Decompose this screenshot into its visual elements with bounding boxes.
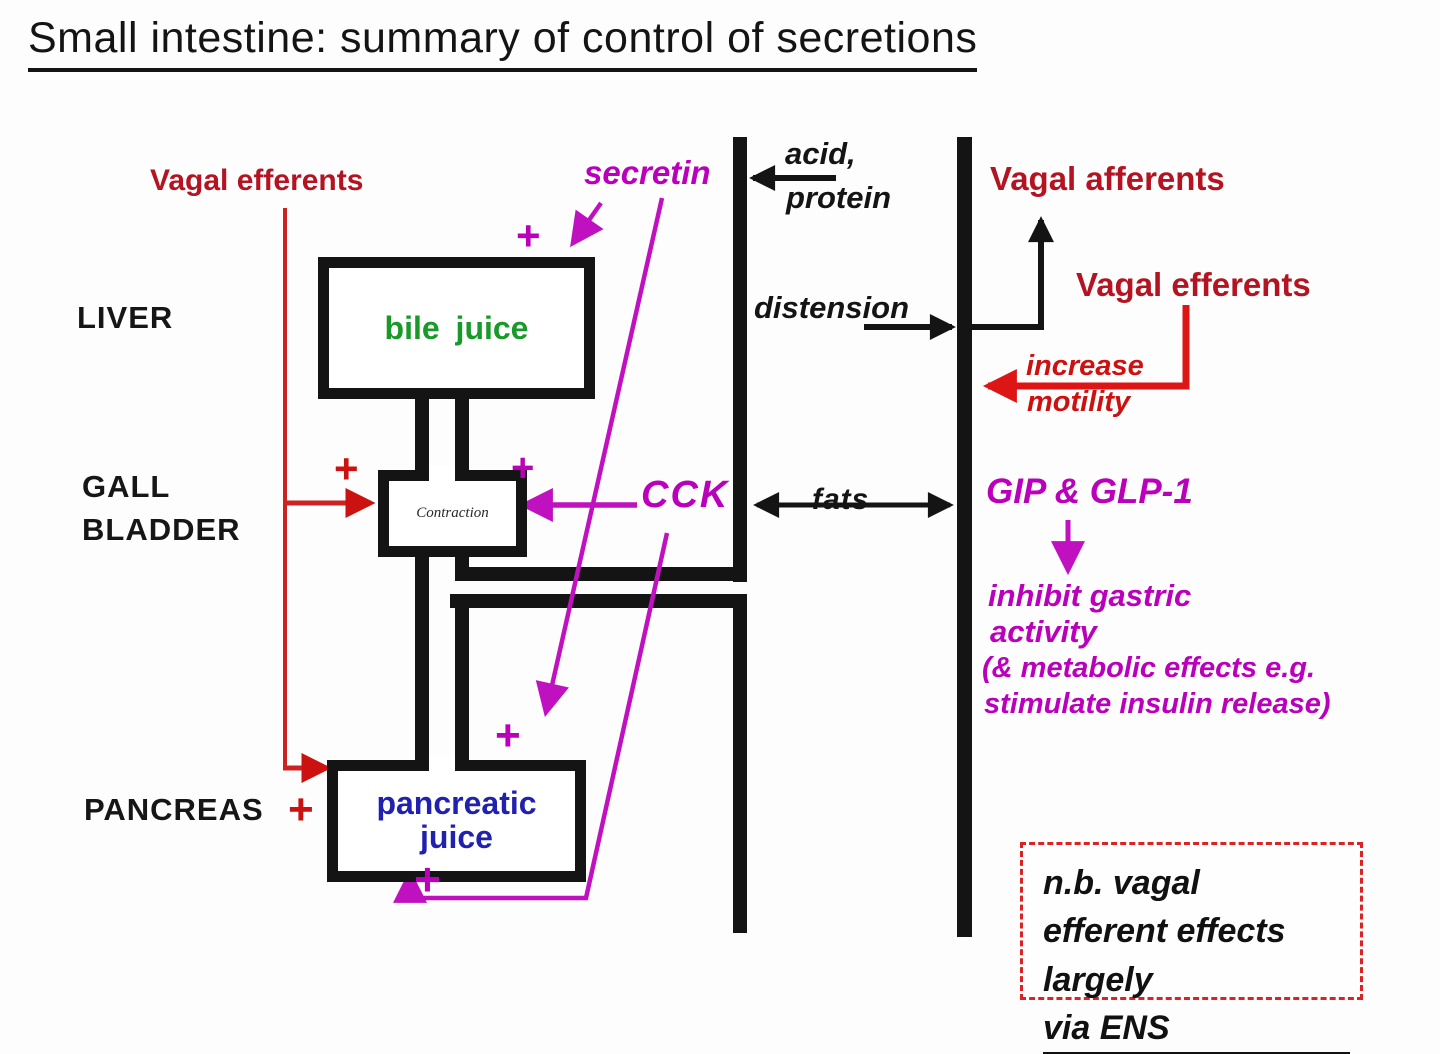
plus-secretin-bile: + <box>516 212 541 259</box>
label-gall-bladder: GALL BLADDER <box>82 469 241 547</box>
gallbladder-contraction-box: Contraction <box>378 470 527 557</box>
pancreatic-juice-box: pancreatic juice <box>327 760 586 882</box>
common-duct-right-wall-lower <box>455 602 469 764</box>
pancreatic-juice-label: pancreatic juice <box>376 785 537 855</box>
plus-cck-pancreas: + <box>414 853 441 905</box>
increase-motility-arrow <box>982 305 1190 403</box>
ens-note-box: n.b. vagal efferent effects largely via … <box>1020 842 1363 1054</box>
gip-effect-line2: activity <box>990 614 1097 649</box>
label-gip-glp1: GIP & GLP-1 <box>986 472 1193 511</box>
bile-duct-opening <box>429 360 455 380</box>
gip-effect-line4: stimulate insulin release) <box>984 688 1331 720</box>
label-distension: distension <box>754 290 910 325</box>
label-pancreas: PANCREAS <box>84 792 264 827</box>
label-vagal-efferents-right: Vagal efferents <box>1076 266 1311 303</box>
contraction-bottom-opening <box>429 522 455 538</box>
duct-outlet-bottom-wall <box>450 594 747 608</box>
label-secretin: secretin <box>584 154 711 191</box>
bile-juice-label: bile juice <box>384 309 529 346</box>
label-cck: CCK <box>641 474 730 516</box>
gip-effect-line3: (& metabolic effects e.g. <box>982 652 1316 684</box>
label-motility: motility <box>1027 386 1131 418</box>
plus-cck-gallbladder: + <box>511 446 535 490</box>
pancreatic-duct-opening <box>429 756 455 773</box>
duct-outlet-top-wall <box>455 567 747 581</box>
vagal-afferents-arrow <box>972 216 1054 330</box>
label-liver: LIVER <box>77 300 174 335</box>
label-increase: increase <box>1026 350 1144 382</box>
via-ens-underlined: via ENS <box>1043 1004 1350 1054</box>
label-vagal-afferents: Vagal afferents <box>990 160 1225 197</box>
cck-to-pancreas-arrow <box>393 532 670 903</box>
label-acid: acid, <box>785 136 856 171</box>
label-vagal-efferents-left: Vagal efferents <box>150 164 364 197</box>
page-title: Small intestine: summary of control of s… <box>28 14 978 72</box>
duodenum-left-wall-upper <box>733 137 747 582</box>
plus-secretin-pancreas: + <box>495 711 521 760</box>
label-protein: protein <box>786 180 892 215</box>
plus-vagal-pancreas: + <box>288 785 314 834</box>
contraction-label: Contraction <box>416 505 489 521</box>
plus-vagal-gallbladder: + <box>334 445 359 492</box>
duodenum-left-wall-lower <box>733 594 747 933</box>
common-duct-left-wall <box>415 528 429 764</box>
label-fats: fats <box>812 483 870 516</box>
gip-effect-line1: inhibit gastric <box>988 578 1192 613</box>
contraction-top-opening <box>429 466 455 483</box>
duodenum-right-wall <box>957 137 972 937</box>
secretin-to-pancreas-arrow <box>535 197 665 717</box>
bile-juice-box: bile juice <box>318 257 595 399</box>
secretin-to-bile-arrow <box>570 201 604 248</box>
